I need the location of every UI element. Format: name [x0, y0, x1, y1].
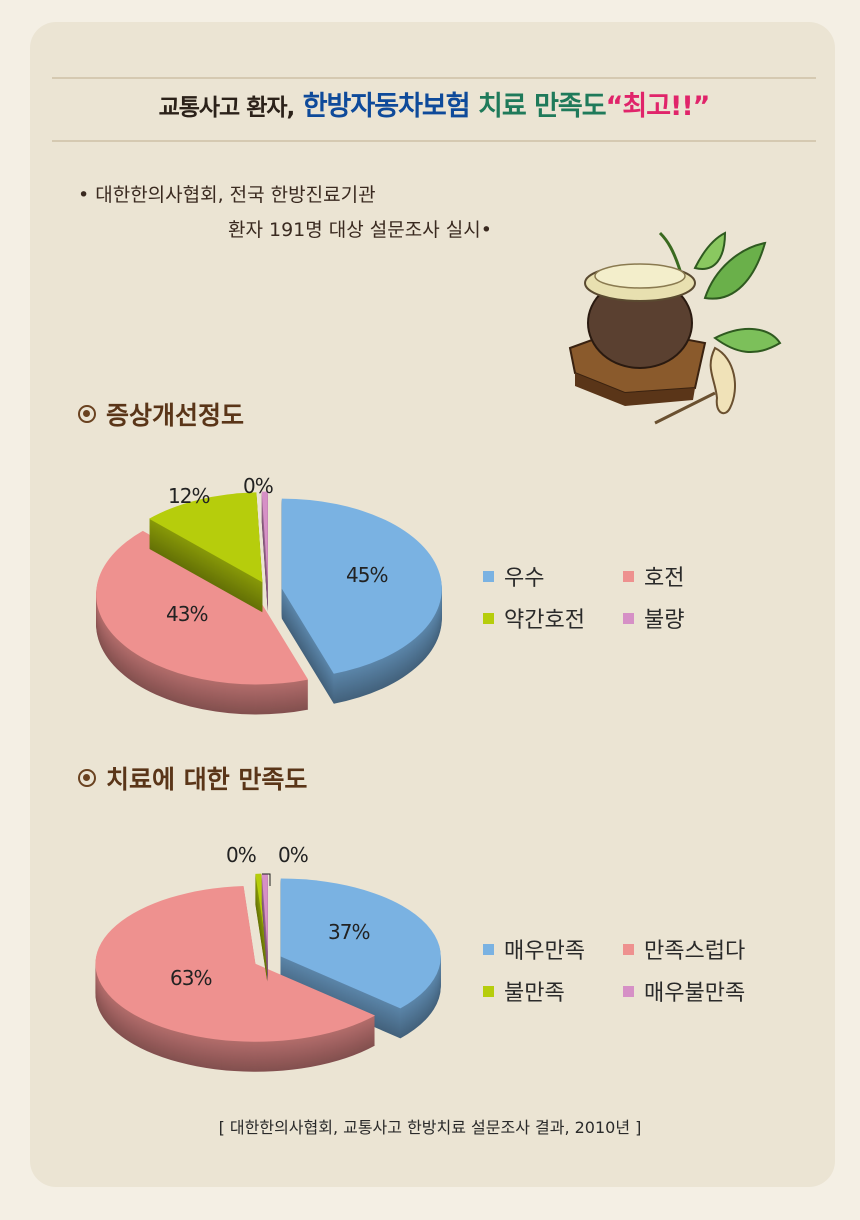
pie-slice-side	[255, 898, 268, 977]
subtitle-line1: • 대한한의사협회, 전국 한방진료기관	[78, 184, 376, 206]
pie-slice-side	[255, 896, 268, 975]
pie-slice-side	[255, 877, 268, 956]
chart-title: 증상개선정도	[106, 401, 245, 430]
pie-slice-side	[255, 882, 268, 961]
legend-label: 불량	[644, 608, 685, 633]
pie-slice-side	[255, 886, 268, 965]
pie-slice-side	[255, 901, 268, 980]
pie-slice-top	[281, 498, 442, 674]
pie-slice-0-2	[149, 492, 263, 613]
pie-slice-side	[255, 900, 268, 979]
pie-slice-side	[255, 880, 268, 959]
pie-slice-top	[280, 878, 441, 1009]
legend: 매우만족 만족스럽다 불만족 매우불만족	[483, 933, 773, 1007]
herbal-medicine-illustration	[568, 231, 782, 425]
pie-slice-side	[255, 895, 268, 974]
section-heading-symptom: 증상개선정도	[78, 396, 244, 432]
legend-label: 매우만족	[504, 939, 585, 964]
pie-slice-side	[255, 889, 268, 968]
pie-slice-side	[255, 903, 268, 982]
pie-slice-1-2	[255, 873, 268, 982]
legend-swatch	[483, 985, 494, 997]
legend-item: 불량	[623, 602, 773, 634]
pie-slice-top	[261, 873, 268, 952]
legend-swatch	[623, 943, 634, 955]
pie-slice-side	[255, 881, 268, 960]
legend-item: 호전	[623, 560, 773, 592]
pie-slice-side	[255, 890, 268, 969]
pie-slice-0-3	[261, 491, 268, 612]
pie-slice-side	[255, 884, 268, 963]
legend-label: 불만족	[504, 981, 565, 1006]
title-part: 교통사고 환자,	[158, 95, 296, 121]
pie-slice-side	[255, 893, 268, 972]
legend-label: 만족스럽다	[644, 939, 746, 964]
data-label: 45%	[346, 563, 388, 587]
data-label: 0%	[243, 474, 274, 498]
pie-slice-side	[255, 891, 268, 970]
section-heading-satisfaction: 치료에 대한 만족도	[78, 760, 307, 796]
pie-slice-side	[255, 887, 268, 966]
pie-slice-1-3	[261, 873, 268, 982]
data-label: 12%	[168, 484, 210, 508]
pie-slice-side	[255, 878, 268, 957]
pie-slice-side	[255, 902, 268, 981]
legend-swatch	[483, 570, 494, 582]
legend-swatch	[623, 612, 634, 624]
leader-line	[262, 873, 271, 886]
legend-label: 우수	[504, 566, 545, 591]
legend-swatch	[483, 943, 494, 955]
legend: 우수 호전 약간호전 불량	[483, 560, 773, 634]
legend-label: 약간호전	[504, 608, 585, 633]
legend-item: 불만족	[483, 975, 623, 1007]
legend-swatch	[623, 985, 634, 997]
pie-slice-1-0	[280, 878, 441, 1039]
pie-slice-side	[255, 885, 268, 964]
data-label: 37%	[328, 920, 370, 944]
pie-slice-top	[96, 530, 309, 685]
pie-slice-side	[255, 888, 268, 967]
pie-slice-1-1	[95, 885, 376, 1072]
chart-title: 치료에 대한 만족도	[106, 765, 308, 794]
legend-item: 만족스럽다	[623, 933, 773, 965]
data-label: 63%	[170, 966, 212, 990]
legend-swatch	[623, 570, 634, 582]
title-part: 치료 만족도	[478, 91, 607, 122]
subtitle-line2: 환자 191명 대상 설문조사 실시•	[228, 219, 492, 241]
legend-swatch	[483, 612, 494, 624]
pie-slice-side	[255, 897, 268, 976]
bullseye-icon	[78, 769, 96, 787]
divider	[52, 77, 816, 79]
divider	[52, 140, 816, 142]
pie-slice-side	[255, 894, 268, 973]
legend-item: 약간호전	[483, 602, 623, 634]
pie-slice-side	[255, 892, 268, 971]
title-part: 한방자동차보험	[302, 91, 471, 122]
pie-slice-0-1	[96, 530, 309, 715]
legend-item: 우수	[483, 560, 623, 592]
pie-slice-side	[255, 899, 268, 978]
title-part: “최고!!”	[605, 91, 711, 122]
legend-label: 매우불만족	[644, 981, 746, 1006]
pie-slice-top	[95, 885, 376, 1042]
data-label: 0%	[226, 843, 257, 867]
legend-item: 매우불만족	[623, 975, 773, 1007]
legend-item: 매우만족	[483, 933, 623, 965]
pie-slice-0-0	[281, 498, 442, 704]
bullseye-icon	[78, 405, 96, 423]
legend-label: 호전	[644, 566, 685, 591]
pie-slice-side	[255, 879, 268, 958]
pie-slice-side	[255, 883, 268, 962]
page-title: 교통사고 환자, 한방자동차보험 치료 만족도“최고!!”	[52, 84, 816, 123]
data-label: 43%	[166, 602, 208, 626]
data-label: 0%	[278, 843, 309, 867]
pie-slice-top	[261, 491, 268, 582]
source-note: [ 대한한의사협회, 교통사고 한방치료 설문조사 결과, 2010년 ]	[218, 1118, 642, 1137]
pie-slice-top	[149, 492, 263, 583]
